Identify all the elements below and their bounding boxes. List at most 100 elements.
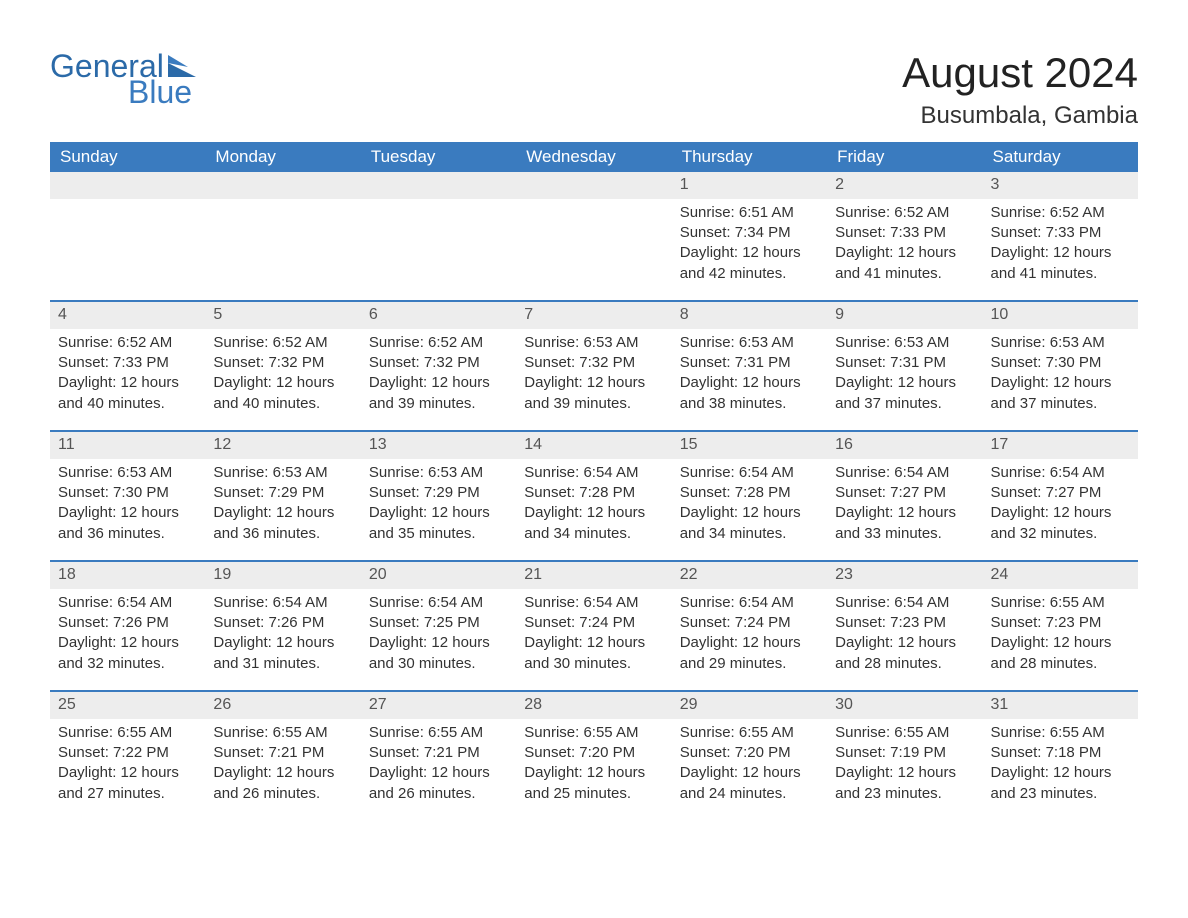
daylight1-text: Daylight: 12 hours — [680, 243, 819, 263]
day-number — [361, 172, 516, 199]
sunset-text: Sunset: 7:33 PM — [58, 353, 197, 373]
sunrise-text: Sunrise: 6:52 AM — [58, 333, 197, 353]
sunrise-text: Sunrise: 6:54 AM — [835, 593, 974, 613]
daylight2-text: and 39 minutes. — [524, 394, 663, 414]
daylight1-text: Daylight: 12 hours — [835, 633, 974, 653]
calendar-cell: 21Sunrise: 6:54 AMSunset: 7:24 PMDayligh… — [516, 562, 671, 690]
sunset-text: Sunset: 7:27 PM — [835, 483, 974, 503]
calendar-cell: 23Sunrise: 6:54 AMSunset: 7:23 PMDayligh… — [827, 562, 982, 690]
daylight1-text: Daylight: 12 hours — [680, 373, 819, 393]
day-number: 11 — [50, 432, 205, 459]
day-number — [50, 172, 205, 199]
sunrise-text: Sunrise: 6:55 AM — [991, 723, 1130, 743]
sunset-text: Sunset: 7:23 PM — [991, 613, 1130, 633]
calendar-cell: 11Sunrise: 6:53 AMSunset: 7:30 PMDayligh… — [50, 432, 205, 560]
day-number: 13 — [361, 432, 516, 459]
day-number: 22 — [672, 562, 827, 589]
sunset-text: Sunset: 7:24 PM — [680, 613, 819, 633]
daylight2-text: and 23 minutes. — [991, 784, 1130, 804]
cell-body: Sunrise: 6:55 AMSunset: 7:21 PMDaylight:… — [205, 719, 360, 810]
daylight1-text: Daylight: 12 hours — [213, 503, 352, 523]
day-number: 25 — [50, 692, 205, 719]
weekday-heading: Tuesday — [361, 142, 516, 172]
daylight1-text: Daylight: 12 hours — [524, 373, 663, 393]
location: Busumbala, Gambia — [902, 102, 1138, 130]
day-number: 6 — [361, 302, 516, 329]
header: General Blue August 2024 Busumbala, Gamb… — [50, 50, 1138, 130]
calendar-cell: 1Sunrise: 6:51 AMSunset: 7:34 PMDaylight… — [672, 172, 827, 300]
sunrise-text: Sunrise: 6:53 AM — [369, 463, 508, 483]
daylight2-text: and 30 minutes. — [369, 654, 508, 674]
cell-body: Sunrise: 6:55 AMSunset: 7:19 PMDaylight:… — [827, 719, 982, 810]
daylight2-text: and 32 minutes. — [991, 524, 1130, 544]
sunrise-text: Sunrise: 6:52 AM — [835, 203, 974, 223]
sunset-text: Sunset: 7:32 PM — [524, 353, 663, 373]
weekday-heading: Thursday — [672, 142, 827, 172]
calendar-cell: 26Sunrise: 6:55 AMSunset: 7:21 PMDayligh… — [205, 692, 360, 820]
cell-body: Sunrise: 6:54 AMSunset: 7:23 PMDaylight:… — [827, 589, 982, 680]
sunset-text: Sunset: 7:20 PM — [524, 743, 663, 763]
sunrise-text: Sunrise: 6:51 AM — [680, 203, 819, 223]
sunset-text: Sunset: 7:29 PM — [213, 483, 352, 503]
cell-body: Sunrise: 6:54 AMSunset: 7:26 PMDaylight:… — [205, 589, 360, 680]
calendar-cell: 30Sunrise: 6:55 AMSunset: 7:19 PMDayligh… — [827, 692, 982, 820]
cell-body: Sunrise: 6:55 AMSunset: 7:20 PMDaylight:… — [516, 719, 671, 810]
daylight2-text: and 41 minutes. — [835, 264, 974, 284]
cell-body: Sunrise: 6:54 AMSunset: 7:25 PMDaylight:… — [361, 589, 516, 680]
day-number: 10 — [983, 302, 1138, 329]
daylight1-text: Daylight: 12 hours — [835, 763, 974, 783]
calendar-cell: 6Sunrise: 6:52 AMSunset: 7:32 PMDaylight… — [361, 302, 516, 430]
sunrise-text: Sunrise: 6:53 AM — [524, 333, 663, 353]
sunrise-text: Sunrise: 6:52 AM — [991, 203, 1130, 223]
calendar-cell: 5Sunrise: 6:52 AMSunset: 7:32 PMDaylight… — [205, 302, 360, 430]
calendar-cell: 2Sunrise: 6:52 AMSunset: 7:33 PMDaylight… — [827, 172, 982, 300]
calendar-body: 1Sunrise: 6:51 AMSunset: 7:34 PMDaylight… — [50, 172, 1138, 820]
cell-body: Sunrise: 6:52 AMSunset: 7:32 PMDaylight:… — [205, 329, 360, 420]
daylight2-text: and 26 minutes. — [369, 784, 508, 804]
calendar-week: 1Sunrise: 6:51 AMSunset: 7:34 PMDaylight… — [50, 172, 1138, 300]
sunset-text: Sunset: 7:21 PM — [213, 743, 352, 763]
sunrise-text: Sunrise: 6:54 AM — [835, 463, 974, 483]
daylight2-text: and 34 minutes. — [680, 524, 819, 544]
weekday-heading: Saturday — [983, 142, 1138, 172]
calendar-cell: 25Sunrise: 6:55 AMSunset: 7:22 PMDayligh… — [50, 692, 205, 820]
day-number: 26 — [205, 692, 360, 719]
daylight2-text: and 23 minutes. — [835, 784, 974, 804]
daylight2-text: and 28 minutes. — [835, 654, 974, 674]
sunset-text: Sunset: 7:32 PM — [369, 353, 508, 373]
sunset-text: Sunset: 7:30 PM — [991, 353, 1130, 373]
month-title: August 2024 — [902, 50, 1138, 96]
sunset-text: Sunset: 7:33 PM — [991, 223, 1130, 243]
sunrise-text: Sunrise: 6:53 AM — [835, 333, 974, 353]
daylight1-text: Daylight: 12 hours — [369, 763, 508, 783]
cell-body: Sunrise: 6:51 AMSunset: 7:34 PMDaylight:… — [672, 199, 827, 290]
sunset-text: Sunset: 7:23 PM — [835, 613, 974, 633]
sunrise-text: Sunrise: 6:53 AM — [991, 333, 1130, 353]
daylight1-text: Daylight: 12 hours — [369, 633, 508, 653]
daylight1-text: Daylight: 12 hours — [213, 373, 352, 393]
daylight1-text: Daylight: 12 hours — [680, 503, 819, 523]
calendar-cell: 14Sunrise: 6:54 AMSunset: 7:28 PMDayligh… — [516, 432, 671, 560]
day-number: 16 — [827, 432, 982, 459]
day-number: 31 — [983, 692, 1138, 719]
logo: General Blue — [50, 50, 198, 108]
cell-body: Sunrise: 6:55 AMSunset: 7:21 PMDaylight:… — [361, 719, 516, 810]
sunset-text: Sunset: 7:31 PM — [680, 353, 819, 373]
day-number: 19 — [205, 562, 360, 589]
day-number: 17 — [983, 432, 1138, 459]
sunrise-text: Sunrise: 6:54 AM — [991, 463, 1130, 483]
sunrise-text: Sunrise: 6:53 AM — [213, 463, 352, 483]
daylight2-text: and 29 minutes. — [680, 654, 819, 674]
daylight1-text: Daylight: 12 hours — [58, 763, 197, 783]
sunset-text: Sunset: 7:24 PM — [524, 613, 663, 633]
sunrise-text: Sunrise: 6:52 AM — [213, 333, 352, 353]
day-number: 3 — [983, 172, 1138, 199]
calendar-cell: 29Sunrise: 6:55 AMSunset: 7:20 PMDayligh… — [672, 692, 827, 820]
daylight2-text: and 40 minutes. — [58, 394, 197, 414]
sunset-text: Sunset: 7:32 PM — [213, 353, 352, 373]
sunset-text: Sunset: 7:25 PM — [369, 613, 508, 633]
calendar-cell: 31Sunrise: 6:55 AMSunset: 7:18 PMDayligh… — [983, 692, 1138, 820]
calendar-cell: 16Sunrise: 6:54 AMSunset: 7:27 PMDayligh… — [827, 432, 982, 560]
daylight2-text: and 37 minutes. — [991, 394, 1130, 414]
daylight1-text: Daylight: 12 hours — [991, 633, 1130, 653]
